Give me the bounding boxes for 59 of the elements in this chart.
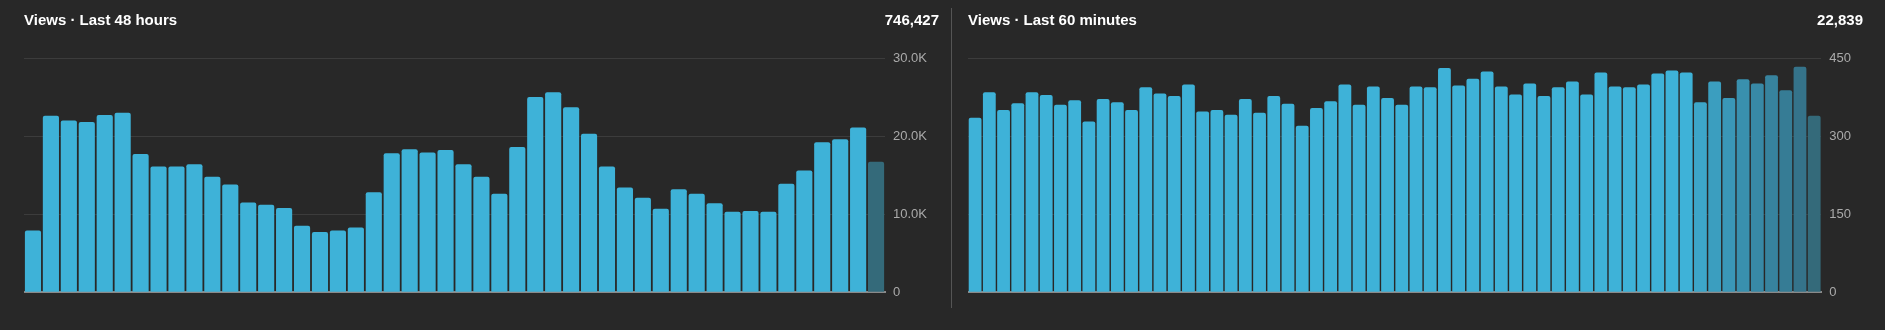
bar	[383, 153, 400, 292]
text: 746,427	[884, 10, 939, 28]
bar	[240, 202, 257, 292]
bar	[1537, 95, 1551, 292]
bar	[1025, 92, 1039, 292]
bar	[616, 187, 633, 292]
bar	[509, 147, 526, 292]
bar	[401, 149, 418, 292]
bar	[652, 208, 669, 292]
y-tick-label: 30.0K	[893, 49, 928, 65]
y-tick-label: 0	[893, 283, 901, 299]
bar	[293, 225, 311, 292]
bar	[311, 232, 329, 292]
bar	[491, 193, 508, 292]
text: 22,839	[1817, 10, 1863, 28]
chart-title: Views · Last 60 minutes	[968, 10, 1137, 28]
bar	[1153, 93, 1167, 292]
bar	[670, 189, 687, 292]
bar	[850, 127, 867, 292]
bar	[204, 176, 221, 292]
bar	[1736, 79, 1750, 292]
bar	[1679, 72, 1693, 292]
bar	[527, 97, 544, 292]
bar	[222, 184, 239, 292]
y-tick-label: 10.0K	[893, 205, 928, 221]
bar	[258, 204, 275, 292]
y-tick-label: 0	[1829, 283, 1837, 299]
bar	[1793, 66, 1807, 292]
bar	[1665, 70, 1679, 292]
bar	[832, 139, 849, 292]
bar	[1409, 86, 1423, 292]
bar	[347, 227, 364, 292]
bar	[1281, 103, 1295, 292]
bar	[563, 107, 580, 292]
y-tick-label: 150	[1829, 205, 1852, 221]
bar	[365, 192, 382, 292]
bar	[796, 170, 813, 292]
bar	[545, 92, 562, 292]
chart-title: Views · Last 48 hours	[24, 10, 178, 28]
bar	[580, 133, 598, 292]
bar	[114, 112, 131, 292]
bar	[688, 193, 705, 292]
bar	[329, 230, 346, 292]
bar	[598, 166, 616, 292]
bar	[867, 161, 885, 292]
bar	[1480, 71, 1494, 292]
y-tick-label: 20.0K	[893, 127, 928, 143]
bar	[24, 230, 42, 292]
bar	[42, 115, 59, 292]
bar	[60, 120, 77, 292]
bar	[78, 122, 95, 292]
y-tick-label: 300	[1829, 127, 1852, 143]
bar	[814, 142, 831, 292]
bar	[276, 207, 293, 292]
y-tick-label: 450	[1829, 49, 1852, 65]
bar	[1807, 115, 1821, 292]
bar	[96, 114, 113, 292]
bar	[1608, 86, 1622, 292]
bar	[634, 197, 651, 292]
